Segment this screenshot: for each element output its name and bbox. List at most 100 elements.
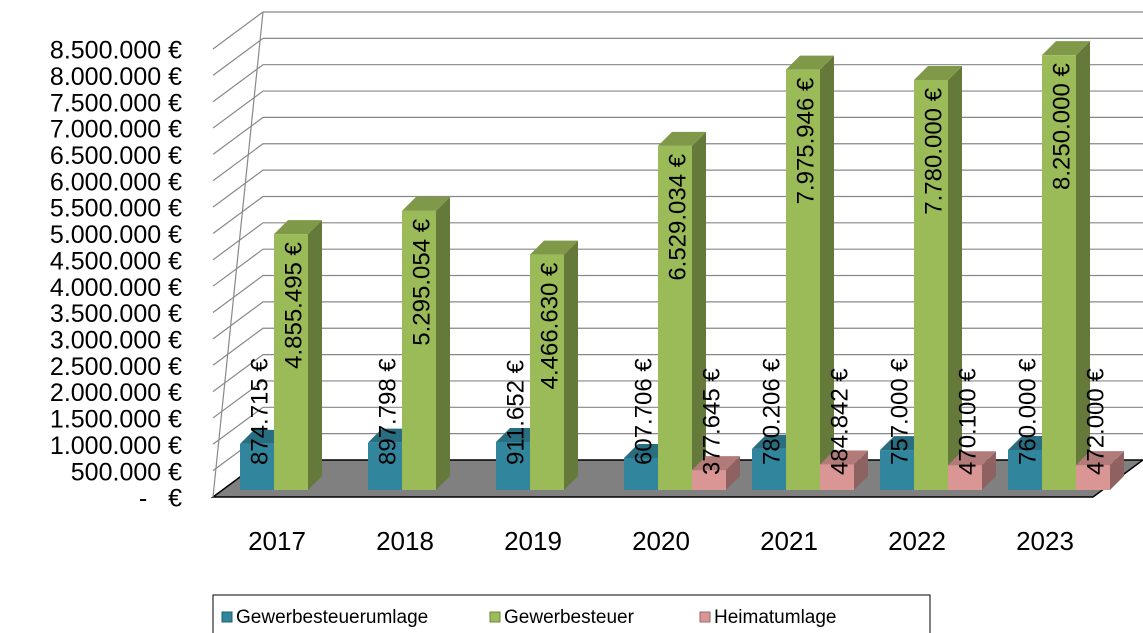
bar xyxy=(1042,55,1076,490)
legend-marker xyxy=(489,611,501,623)
bar-side xyxy=(1076,41,1090,490)
bar-top xyxy=(1042,41,1090,56)
data-label: 874.715 € xyxy=(246,358,273,465)
bar-top xyxy=(820,450,868,465)
bar-top xyxy=(1076,451,1124,466)
legend-box xyxy=(212,594,931,633)
bar xyxy=(786,69,820,490)
bar-side xyxy=(436,196,450,491)
bar xyxy=(658,145,692,490)
bar-side xyxy=(854,450,868,490)
bar-side xyxy=(948,65,962,490)
y-tick-label: 7.000.000 € xyxy=(50,116,182,144)
bar-side xyxy=(564,240,578,490)
data-label: 757.000 € xyxy=(886,358,913,465)
y-tick-label: 3.000.000 € xyxy=(50,326,182,354)
bar xyxy=(752,448,786,490)
bar-side xyxy=(820,55,834,490)
bar xyxy=(820,464,854,490)
data-label: 470.100 € xyxy=(954,368,981,475)
y-tick-label: 500.000 € xyxy=(71,458,182,486)
y-tick-label: 4.500.000 € xyxy=(50,247,182,275)
bar-top xyxy=(692,456,740,471)
y-tick-label: 1.000.000 € xyxy=(50,432,182,460)
bar-top xyxy=(914,65,962,80)
bar xyxy=(402,210,436,491)
bar-side xyxy=(308,220,322,490)
bar xyxy=(1008,449,1042,490)
x-tick-label: 2023 xyxy=(1016,526,1074,556)
data-label: 377.645 € xyxy=(698,368,725,475)
bar xyxy=(880,450,914,490)
y-tick-label: 2.000.000 € xyxy=(50,379,182,407)
y-tick-label: 1.500.000 € xyxy=(50,406,182,434)
grid-line xyxy=(212,64,1143,103)
data-label: 484.842 € xyxy=(826,368,853,475)
bar-top xyxy=(948,451,996,466)
y-tick-label: 6.000.000 € xyxy=(50,168,182,196)
data-label: 911.652 € xyxy=(502,359,529,465)
legend-marker xyxy=(699,611,711,623)
y-tick-label: 2.500.000 € xyxy=(50,353,182,381)
bar xyxy=(948,465,982,490)
x-tick-label: 2020 xyxy=(632,526,690,556)
bar xyxy=(692,470,726,490)
bar xyxy=(914,79,948,490)
grid-line xyxy=(212,90,1143,129)
legend-label: Heimatumlage xyxy=(714,607,837,628)
x-tick-label: 2021 xyxy=(760,526,818,556)
y-axis xyxy=(212,11,264,498)
data-label: 4.855.495 € xyxy=(280,241,307,368)
bar xyxy=(240,443,274,490)
grid-line xyxy=(212,248,1143,287)
bar-top xyxy=(786,55,834,70)
data-label: 897.798 € xyxy=(374,358,401,465)
y-tick-label: 8.000.000 € xyxy=(50,63,182,91)
grid-line xyxy=(212,116,1143,155)
y-tick-label: 3.500.000 € xyxy=(50,300,182,328)
y-tick-label: 5.000.000 € xyxy=(50,221,182,249)
grid-line xyxy=(212,353,1143,393)
y-tick-label: 5.500.000 € xyxy=(50,195,182,223)
data-label: 607.706 € xyxy=(630,358,657,465)
y-tick-label: 4.000.000 € xyxy=(50,274,182,302)
bar-side xyxy=(692,131,706,490)
bar xyxy=(530,254,564,490)
bar-top xyxy=(658,131,706,146)
legend-label: Gewerbesteuer xyxy=(504,607,635,628)
grid-line xyxy=(212,169,1143,208)
grid-line xyxy=(212,327,1143,366)
bar-top xyxy=(274,220,322,235)
grid-line xyxy=(212,301,1143,340)
data-label: 8.250.000 € xyxy=(1048,63,1075,190)
bar xyxy=(496,441,530,490)
legend-label: Gewerbesteuerumlage xyxy=(236,607,428,628)
bar xyxy=(368,442,402,490)
x-tick-label: 2018 xyxy=(376,526,434,556)
bar-top xyxy=(402,196,450,211)
grid-line xyxy=(212,37,1143,76)
data-label: 7.780.000 € xyxy=(920,87,947,214)
grid-line xyxy=(212,222,1143,261)
grid-line xyxy=(212,380,1143,419)
bar-side xyxy=(982,451,996,490)
bar-side xyxy=(1110,451,1124,490)
bar xyxy=(274,234,308,490)
bar xyxy=(1076,465,1110,490)
legend-marker xyxy=(221,611,233,623)
x-tick-label: 2022 xyxy=(888,526,946,556)
bar-side xyxy=(726,456,740,490)
data-label: 4.466.630 € xyxy=(536,262,563,389)
x-tick-label: 2017 xyxy=(248,526,306,556)
bar xyxy=(624,457,658,490)
x-tick-label: 2019 xyxy=(504,526,562,556)
grid-line xyxy=(212,143,1143,182)
grid-line xyxy=(212,11,1143,50)
data-label: 6.529.034 € xyxy=(664,153,691,280)
bar-top xyxy=(530,240,578,255)
grid-line xyxy=(212,274,1143,314)
y-tick-label: 6.500.000 € xyxy=(50,142,182,170)
y-tick-label: 8.500.000 € xyxy=(50,37,182,65)
